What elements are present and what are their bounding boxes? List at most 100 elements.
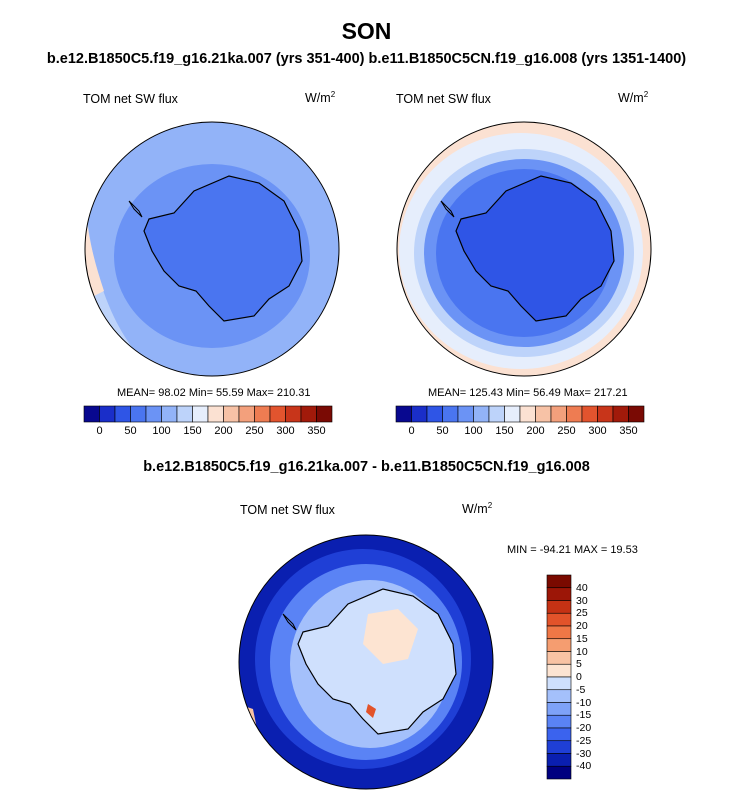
colorbar-swatch bbox=[145, 405, 162, 423]
page-title: SON bbox=[341, 18, 392, 44]
colorbar-tick-label: 150 bbox=[495, 425, 514, 437]
colorbar-swatch bbox=[546, 765, 572, 780]
panel1-label: TOM net SW flux bbox=[83, 92, 178, 106]
colorbar-tick-label: -10 bbox=[576, 696, 592, 709]
map1-land-outline bbox=[143, 175, 303, 322]
map1-peninsula bbox=[128, 200, 143, 218]
colorbar-swatch bbox=[207, 405, 224, 423]
map2-land bbox=[456, 176, 614, 321]
panel2-units: W/m2 bbox=[618, 90, 649, 106]
colorbar-1-ticks: 0 50 100 150 200 250 300 350 bbox=[84, 425, 332, 439]
colorbar-tick-label: 300 bbox=[588, 425, 607, 437]
colorbar-tick-label: 50 bbox=[436, 425, 449, 437]
colorbar-tick-label: 20 bbox=[576, 620, 588, 632]
colorbar-swatch bbox=[546, 625, 572, 640]
map2-border bbox=[396, 121, 652, 377]
page-subtitle: b.e12.B1850C5.f19_g16.21ka.007 (yrs 351-… bbox=[46, 51, 687, 67]
colorbar-swatch bbox=[176, 405, 193, 423]
colorbar-swatch bbox=[223, 405, 240, 423]
colorbar-swatch bbox=[546, 676, 572, 691]
colorbar-swatch bbox=[300, 405, 317, 423]
colorbar-swatch bbox=[488, 405, 505, 423]
colorbar-tick-label: 40 bbox=[576, 581, 588, 594]
colorbar-swatch bbox=[504, 405, 521, 423]
colorbar-tick-label: -5 bbox=[576, 683, 586, 696]
colorbar-tick-label: 200 bbox=[526, 425, 545, 437]
colorbar-swatch bbox=[550, 405, 567, 423]
colorbar-2-ticks: 0 50 100 150 200 250 300 350 bbox=[396, 425, 644, 439]
diff-panel-label: TOM net SW flux bbox=[240, 503, 335, 517]
colorbar-swatch bbox=[546, 612, 572, 627]
panel1-stats: MEAN= 98.02 Min= 55.59 Max= 210.31 bbox=[117, 387, 311, 399]
colorbar-swatch bbox=[612, 405, 629, 423]
map-control bbox=[396, 121, 652, 377]
colorbar-swatch bbox=[426, 405, 443, 423]
colorbar-swatch bbox=[130, 405, 147, 423]
colorbar-tick-label: 0 bbox=[576, 671, 582, 683]
colorbar-swatch bbox=[546, 587, 572, 601]
colorbar-swatch bbox=[581, 405, 598, 423]
map2-land-outline bbox=[455, 175, 615, 322]
colorbar-swatch bbox=[192, 405, 209, 423]
colorbar-swatch bbox=[395, 405, 412, 423]
colorbar-tick-label: 350 bbox=[307, 425, 326, 437]
colorbar-tick-label: 10 bbox=[576, 645, 588, 658]
colorbar-diff bbox=[546, 574, 572, 780]
colorbar-tick-label: 30 bbox=[576, 594, 588, 607]
map1-land bbox=[144, 176, 302, 321]
colorbar-swatch bbox=[442, 405, 459, 423]
colorbar-swatch bbox=[269, 405, 286, 423]
colorbar-swatch bbox=[546, 753, 572, 767]
colorbar-tick-label: 300 bbox=[276, 425, 295, 437]
panel2-stats: MEAN= 125.43 Min= 56.49 Max= 217.21 bbox=[428, 387, 628, 399]
map3-land-outline bbox=[297, 588, 457, 735]
panel2-label: TOM net SW flux bbox=[396, 92, 491, 106]
panel1-units: W/m2 bbox=[305, 90, 336, 106]
colorbar-2 bbox=[395, 405, 645, 423]
colorbar-1 bbox=[83, 405, 333, 423]
map3-warm-patch bbox=[363, 609, 418, 664]
colorbar-tick-label: 0 bbox=[408, 425, 415, 437]
colorbar-swatch bbox=[285, 405, 302, 423]
colorbar-swatch bbox=[254, 405, 271, 423]
map-control bbox=[238, 534, 494, 790]
colorbar-tick-label: 50 bbox=[124, 425, 137, 437]
colorbar-swatch bbox=[546, 663, 572, 678]
diff-title: b.e12.B1850C5.f19_g16.21ka.007 - b.e11.B… bbox=[143, 459, 590, 475]
colorbar-swatch bbox=[546, 574, 572, 589]
colorbar-tick-label: -40 bbox=[576, 760, 592, 773]
colorbar-diff-ticks: 40 30 25 20 15 10 5 0 -5 -10 -15 -20 -25 -30 -40 bbox=[576, 575, 616, 779]
map2-peninsula bbox=[440, 200, 455, 218]
colorbar-tick-label: -20 bbox=[576, 722, 592, 734]
colorbar-swatch bbox=[566, 405, 583, 423]
colorbar-swatch bbox=[546, 727, 572, 742]
colorbar-swatch bbox=[535, 405, 552, 423]
colorbar-tick-label: 200 bbox=[214, 425, 233, 437]
map-control bbox=[84, 121, 340, 377]
colorbar-swatch bbox=[316, 405, 333, 423]
diff-panel-stats: MIN = -94.21 MAX = 19.53 bbox=[507, 544, 638, 556]
colorbar-swatch bbox=[546, 638, 572, 652]
colorbar-tick-label: 15 bbox=[576, 632, 588, 645]
map3-land bbox=[298, 589, 456, 734]
map1-edge-warm bbox=[85, 191, 104, 301]
colorbar-tick-label: 250 bbox=[245, 425, 264, 437]
colorbar-tick-label: -15 bbox=[576, 709, 592, 722]
colorbar-swatch bbox=[99, 405, 116, 423]
colorbar-tick-label: 250 bbox=[557, 425, 576, 437]
colorbar-swatch bbox=[546, 651, 572, 665]
colorbar-tick-label: -30 bbox=[576, 747, 592, 760]
map3-peninsula bbox=[282, 613, 297, 631]
colorbar-swatch bbox=[161, 405, 178, 423]
colorbar-tick-label: -25 bbox=[576, 734, 592, 747]
colorbar-tick-label: 5 bbox=[576, 658, 582, 671]
colorbar-swatch bbox=[546, 714, 572, 729]
colorbar-swatch bbox=[597, 405, 614, 423]
colorbar-swatch bbox=[114, 405, 131, 423]
colorbar-tick-label: 150 bbox=[183, 425, 202, 437]
colorbar-swatch bbox=[546, 600, 572, 614]
colorbar-swatch bbox=[546, 740, 572, 754]
colorbar-tick-label: 0 bbox=[96, 425, 103, 437]
colorbar-swatch bbox=[546, 689, 572, 703]
colorbar-swatch bbox=[628, 405, 645, 423]
